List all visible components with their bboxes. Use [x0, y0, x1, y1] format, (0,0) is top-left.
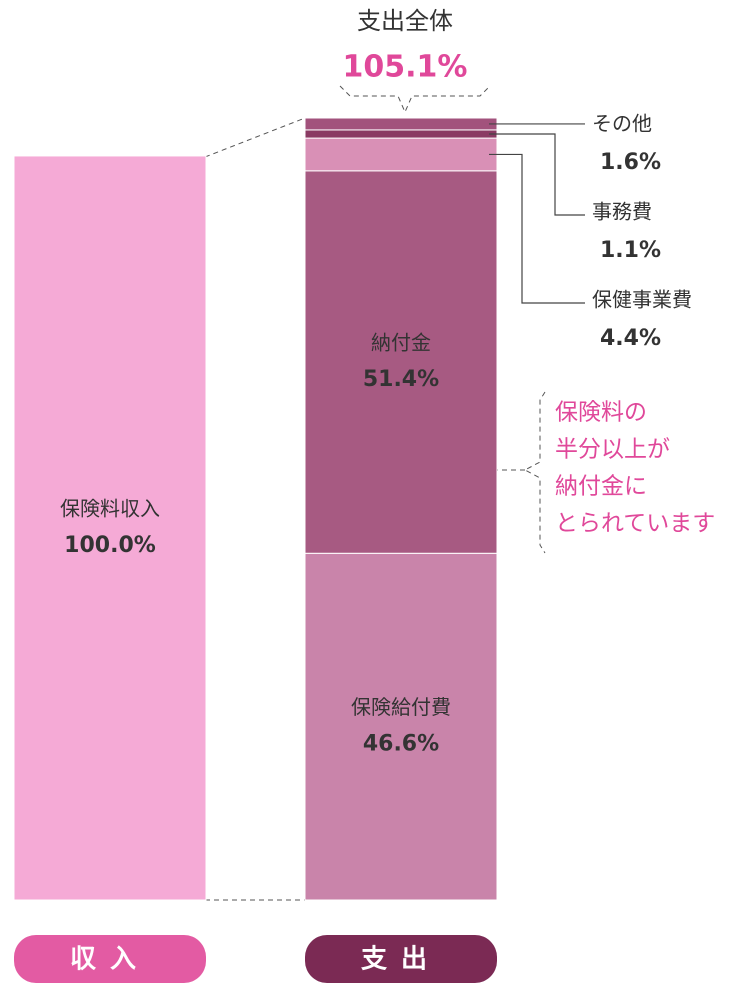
callout-label: 保健事業費	[592, 288, 692, 312]
bar-segment	[304, 170, 498, 554]
bar-segment	[304, 117, 498, 131]
segment-value: 46.6%	[363, 732, 439, 757]
annotation: 納付金に	[555, 474, 647, 500]
connector	[204, 117, 306, 901]
total-bracket	[339, 85, 491, 114]
segment-value: 100.0%	[64, 533, 156, 558]
segment-label: 保険料収入	[60, 496, 160, 520]
segment-label: 保険給付費	[351, 695, 451, 719]
total-value: 105.1%	[343, 50, 468, 85]
leader-line	[489, 153, 585, 304]
callout-value: 1.6%	[600, 150, 661, 175]
category-label: 支出	[361, 945, 441, 975]
annotation: とられています	[555, 511, 715, 537]
annotation: 保険料の	[555, 400, 647, 426]
category-label: 収入	[70, 945, 150, 975]
bar-segment	[304, 552, 498, 901]
callout-label: その他	[592, 112, 652, 136]
segment-value: 51.4%	[363, 367, 439, 392]
callout-label: 事務費	[592, 200, 652, 224]
bar-segment	[13, 155, 207, 901]
callout-value: 1.1%	[600, 238, 661, 263]
total-label: 支出全体	[357, 7, 453, 35]
category-pill	[305, 935, 497, 983]
category-pill	[14, 935, 206, 983]
bar-segment	[304, 129, 498, 139]
leader-line	[489, 133, 585, 216]
bar-segment	[304, 137, 498, 172]
annotation: 半分以上が	[555, 437, 670, 463]
callout-value: 4.4%	[600, 326, 661, 351]
segment-label: 納付金	[371, 331, 431, 355]
